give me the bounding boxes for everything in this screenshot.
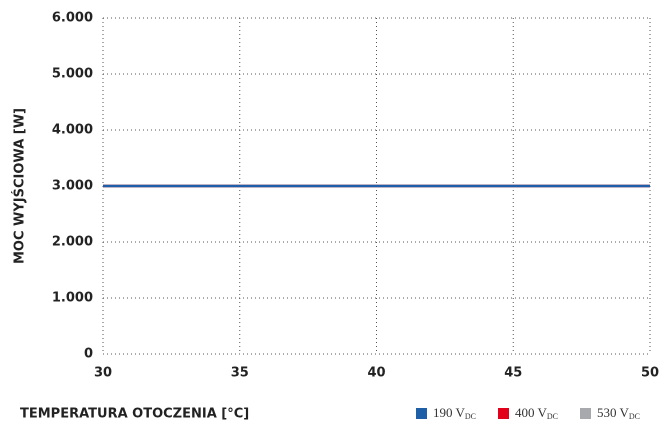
legend-subscript: DC	[629, 412, 640, 421]
legend-label: 190 VDC	[433, 405, 476, 421]
legend-swatch	[498, 408, 509, 419]
legend-name: 530 V	[597, 405, 630, 420]
y-tick-label: 6.000	[52, 11, 93, 26]
y-tick-label: 2.000	[52, 235, 93, 250]
legend-label: 530 VDC	[597, 405, 640, 421]
legend-subscript: DC	[465, 412, 476, 421]
x-tick-label: 50	[641, 366, 659, 381]
y-tick-label: 1.000	[52, 291, 93, 306]
legend-swatch	[580, 408, 591, 419]
y-tick-label: 5.000	[52, 67, 93, 82]
legend-label: 400 VDC	[515, 405, 558, 421]
legend-name: 400 V	[515, 405, 548, 420]
x-axis-label: TEMPERATURA OTOCZENIA [°C]	[20, 407, 249, 422]
y-tick-label: 3.000	[52, 179, 93, 194]
x-tick-label: 30	[94, 366, 112, 381]
y-tick-label: 4.000	[52, 123, 93, 138]
x-tick-label: 40	[367, 366, 385, 381]
x-tick-label: 45	[504, 366, 522, 381]
legend-subscript: DC	[547, 412, 558, 421]
y-tick-label: 0	[84, 347, 93, 362]
legend-swatch	[416, 408, 427, 419]
x-tick-label: 35	[231, 366, 249, 381]
y-axis-label: MOC WYJŚCIOWA [W]	[12, 108, 28, 264]
legend-name: 190 V	[433, 405, 466, 420]
